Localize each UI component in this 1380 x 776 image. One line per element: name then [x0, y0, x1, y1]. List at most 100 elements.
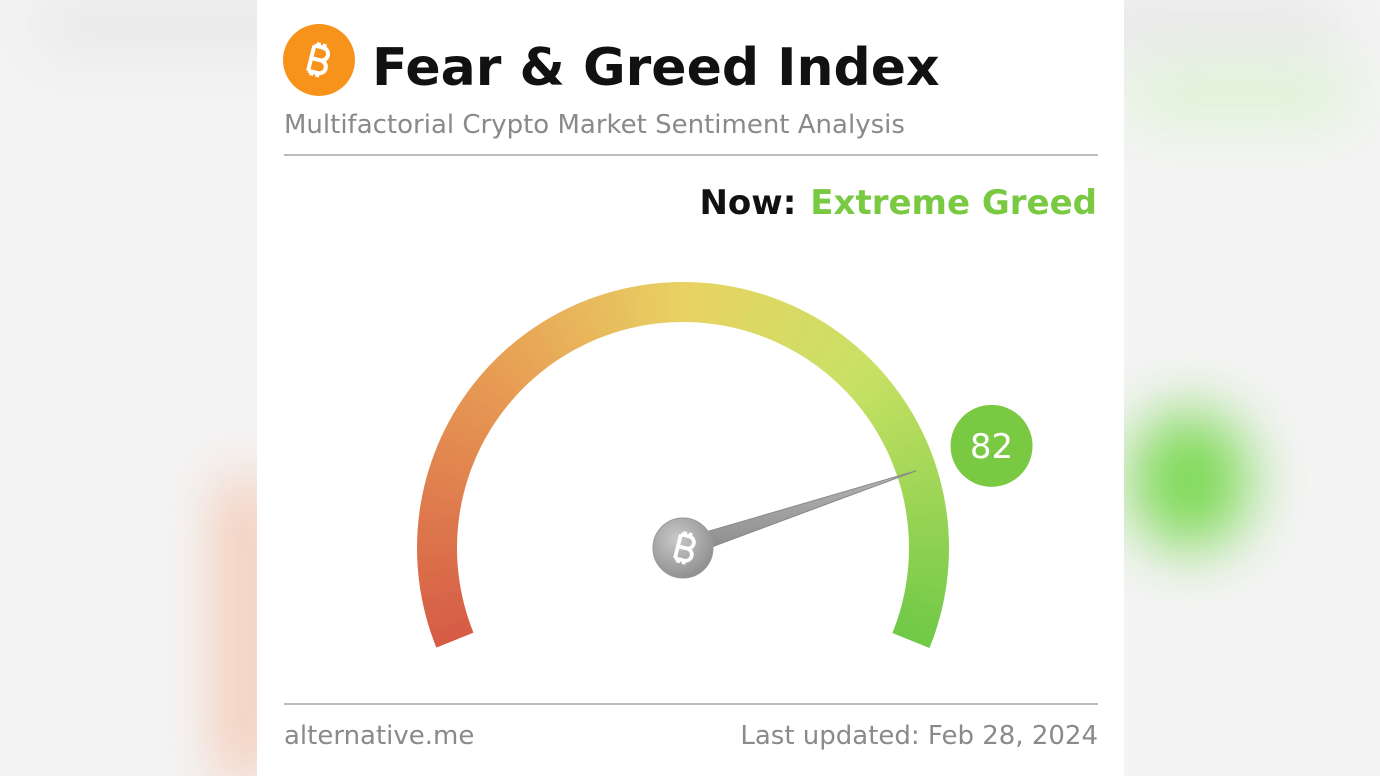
arc-segment — [535, 321, 565, 360]
arc-segment — [907, 520, 949, 533]
arc-segment — [508, 341, 541, 378]
arc-segment — [801, 321, 831, 360]
arc-segment — [902, 486, 944, 503]
arc-segment — [462, 391, 501, 422]
arc-segment — [769, 302, 793, 343]
arc-segment — [782, 309, 809, 349]
arc-segment — [825, 341, 859, 378]
arc-segment — [597, 293, 619, 334]
last-updated: Last updated: Feb 28, 2024 — [740, 721, 1098, 751]
arc-segment — [528, 326, 559, 364]
arc-segment — [852, 371, 889, 405]
arc-segment — [892, 625, 933, 649]
arc-segment — [895, 618, 936, 640]
arc-segment — [550, 312, 578, 353]
arc-segment — [419, 502, 461, 518]
arc-segment — [888, 436, 929, 461]
arc-segment — [808, 326, 838, 365]
bitcoin-glyph — [306, 42, 331, 78]
arc-segment — [831, 347, 865, 383]
classification: Extreme Greed — [810, 183, 1097, 223]
arc-segment — [908, 537, 949, 547]
arc-segment — [422, 485, 464, 503]
arc-segment — [417, 545, 458, 555]
arc-segment — [674, 282, 684, 323]
arc-segment — [565, 305, 591, 346]
arc-segment — [417, 519, 459, 532]
arc-segment — [418, 575, 460, 590]
arc-segment — [423, 597, 465, 615]
now-label: Now: — [699, 183, 796, 223]
arc-segment — [690, 282, 701, 323]
arc-segment — [820, 336, 852, 374]
arc-segment — [420, 582, 462, 598]
arc-segment — [705, 283, 718, 324]
arc-segment — [467, 384, 505, 416]
arc-segment — [908, 546, 949, 556]
arc-segment — [741, 290, 761, 332]
arc-segment — [861, 385, 899, 416]
arc-segment — [418, 511, 460, 525]
arc-segment — [457, 398, 496, 428]
arc-segment — [573, 301, 598, 342]
arc-segment — [904, 494, 946, 511]
arc-segment — [622, 286, 640, 328]
arc-segment — [434, 444, 475, 468]
arc-segment — [894, 452, 935, 475]
arc-segment — [501, 347, 535, 383]
arc-segment — [900, 477, 942, 496]
arc-segment — [881, 421, 922, 448]
arc-segment — [489, 358, 525, 393]
arc-segment — [417, 553, 458, 564]
arc-segment — [748, 293, 769, 335]
arc-segment — [712, 284, 727, 326]
arc-segment — [495, 352, 530, 388]
arc-segment — [905, 503, 947, 518]
arc-segment — [775, 305, 801, 346]
arc-segment — [683, 282, 693, 323]
gauge-arc — [417, 282, 949, 649]
hub-glyph — [673, 531, 696, 565]
arc-segment — [483, 365, 519, 399]
arc-segment — [417, 560, 458, 573]
arc-segment — [426, 468, 468, 489]
title: Fear & Greed Index — [372, 38, 940, 98]
arc-segment — [558, 309, 584, 349]
arc-segment — [897, 611, 939, 632]
arc-segment — [430, 618, 471, 640]
arc-segment — [445, 421, 485, 448]
arc-segment — [870, 399, 909, 429]
arc-segment — [734, 288, 752, 330]
subtitle: Multifactorial Crypto Market Sentiment A… — [284, 110, 905, 140]
arc-segment — [427, 611, 469, 632]
arc-segment — [885, 429, 925, 455]
arc-segment — [433, 625, 474, 648]
arc-segment — [606, 290, 626, 332]
arc-segment — [417, 537, 458, 547]
arc-segment — [453, 406, 492, 435]
arc-segment — [437, 436, 478, 461]
arc-segment — [903, 590, 945, 607]
arc-segment — [614, 288, 633, 330]
arc-segment — [891, 444, 932, 468]
arc-segment — [441, 428, 481, 454]
arc-segment — [719, 285, 736, 327]
arc-segment — [472, 378, 510, 410]
arc-segment — [420, 494, 462, 510]
arc-segment — [726, 287, 744, 328]
arc-segment — [762, 298, 785, 340]
arc-segment — [514, 336, 547, 373]
arc-segment — [581, 298, 605, 340]
card — [257, 0, 1124, 776]
arc-segment — [657, 282, 669, 324]
arc-segment — [874, 406, 913, 435]
arc-segment — [431, 452, 473, 475]
arc-segment — [899, 604, 941, 624]
bg-green — [1130, 410, 1250, 550]
arc-segment — [908, 528, 949, 540]
arc-segment — [428, 460, 470, 482]
arc-segment — [896, 461, 938, 482]
arc-segment — [521, 331, 553, 369]
